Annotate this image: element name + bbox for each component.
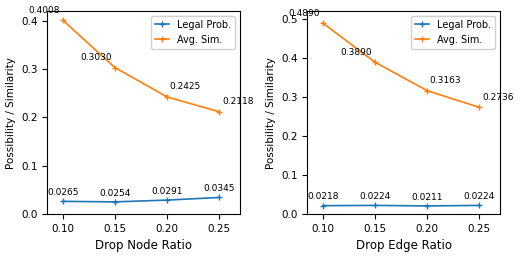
Text: 0.3890: 0.3890 bbox=[341, 48, 372, 57]
Avg. Sim. bbox=[424, 89, 430, 92]
Text: 0.3030: 0.3030 bbox=[81, 53, 112, 62]
Legal Prob. bbox=[476, 204, 482, 207]
Legal Prob. bbox=[60, 200, 66, 203]
Text: 0.0224: 0.0224 bbox=[359, 192, 391, 201]
Text: 0.0291: 0.0291 bbox=[151, 187, 183, 196]
X-axis label: Drop Edge Ratio: Drop Edge Ratio bbox=[356, 239, 452, 252]
Avg. Sim. bbox=[112, 66, 118, 69]
Legal Prob. bbox=[164, 199, 170, 202]
Text: 0.4890: 0.4890 bbox=[289, 9, 320, 18]
Text: 0.2736: 0.2736 bbox=[482, 93, 513, 102]
Text: 0.0345: 0.0345 bbox=[203, 184, 235, 193]
Legal Prob. bbox=[320, 204, 326, 207]
Text: 0.2118: 0.2118 bbox=[222, 97, 253, 106]
Legend: Legal Prob., Avg. Sim.: Legal Prob., Avg. Sim. bbox=[151, 16, 235, 49]
Avg. Sim. bbox=[476, 106, 482, 109]
Legal Prob. bbox=[216, 196, 222, 199]
Avg. Sim. bbox=[372, 61, 378, 64]
Legal Prob. bbox=[424, 204, 430, 207]
Line: Avg. Sim.: Avg. Sim. bbox=[319, 20, 483, 111]
Avg. Sim. bbox=[164, 95, 170, 99]
Legal Prob. bbox=[112, 200, 118, 203]
Line: Avg. Sim.: Avg. Sim. bbox=[59, 17, 223, 115]
Y-axis label: Possibility / Similarity: Possibility / Similarity bbox=[6, 57, 16, 168]
Text: 0.4008: 0.4008 bbox=[29, 6, 60, 15]
Y-axis label: Possibility / Similarity: Possibility / Similarity bbox=[266, 57, 276, 168]
Line: Legal Prob.: Legal Prob. bbox=[319, 202, 483, 209]
Text: 0.0265: 0.0265 bbox=[47, 188, 79, 197]
Legal Prob. bbox=[372, 204, 378, 207]
Avg. Sim. bbox=[60, 19, 66, 22]
Line: Legal Prob.: Legal Prob. bbox=[59, 194, 223, 205]
Text: 0.0218: 0.0218 bbox=[307, 192, 339, 201]
Text: 0.0211: 0.0211 bbox=[411, 193, 443, 202]
Text: 0.3163: 0.3163 bbox=[430, 76, 461, 85]
Avg. Sim. bbox=[320, 22, 326, 25]
Avg. Sim. bbox=[216, 110, 222, 113]
Text: 0.0254: 0.0254 bbox=[99, 189, 131, 198]
Text: 0.2425: 0.2425 bbox=[170, 82, 201, 91]
Legend: Legal Prob., Avg. Sim.: Legal Prob., Avg. Sim. bbox=[411, 16, 495, 49]
X-axis label: Drop Node Ratio: Drop Node Ratio bbox=[95, 239, 192, 252]
Text: 0.0224: 0.0224 bbox=[463, 192, 495, 201]
